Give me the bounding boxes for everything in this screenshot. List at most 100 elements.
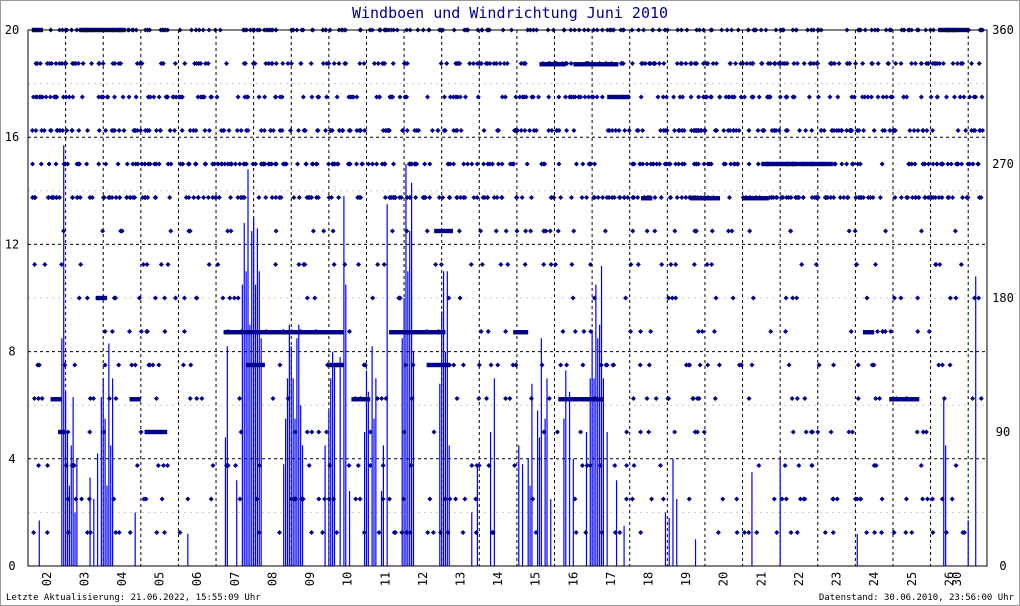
direction-run <box>389 330 446 335</box>
direction-mark <box>738 94 744 100</box>
direction-mark <box>686 496 692 502</box>
direction-mark <box>549 128 555 133</box>
direction-mark <box>713 61 719 66</box>
direction-mark <box>559 61 565 66</box>
direction-mark <box>220 295 226 301</box>
direction-mark <box>855 362 861 368</box>
direction-mark <box>313 329 319 334</box>
direction-mark <box>301 128 307 133</box>
direction-mark <box>113 396 119 401</box>
direction-mark <box>796 195 802 200</box>
direction-mark <box>694 61 700 66</box>
direction-mark <box>832 61 838 66</box>
direction-mark <box>893 61 899 66</box>
direction-mark <box>579 463 585 468</box>
direction-mark <box>229 161 235 167</box>
direction-mark <box>471 195 477 200</box>
direction-mark <box>227 295 233 301</box>
direction-mark <box>110 61 116 66</box>
direction-mark <box>181 329 187 334</box>
direction-mark <box>162 295 168 301</box>
direction-mark <box>280 61 286 66</box>
direction-mark <box>912 61 918 66</box>
direction-mark <box>652 228 658 234</box>
direction-mark <box>222 161 228 167</box>
direction-mark <box>430 530 436 535</box>
direction-mark <box>168 228 174 234</box>
direction-mark <box>326 161 332 167</box>
direction-mark <box>70 195 76 200</box>
direction-mark <box>573 161 579 167</box>
direction-mark <box>518 128 524 133</box>
direction-mark <box>258 128 264 133</box>
direction-mark <box>186 195 192 200</box>
direction-mark <box>940 161 946 167</box>
direction-mark <box>398 195 404 200</box>
direction-mark <box>677 94 683 100</box>
direction-mark <box>753 195 759 200</box>
x-tick-label: 23 <box>830 572 844 586</box>
direction-mark <box>869 61 875 66</box>
direction-mark <box>690 396 696 401</box>
direction-mark <box>558 362 564 368</box>
direction-mark <box>928 94 934 100</box>
direction-mark <box>462 496 468 502</box>
direction-mark <box>930 161 936 167</box>
direction-mark <box>888 329 894 334</box>
direction-mark <box>746 128 752 133</box>
direction-mark <box>412 128 418 133</box>
direction-mark <box>579 195 585 200</box>
direction-mark <box>824 195 830 200</box>
direction-mark <box>43 94 49 100</box>
direction-mark <box>369 161 375 167</box>
direction-mark <box>215 262 221 267</box>
direction-mark <box>310 228 316 234</box>
direction-mark <box>688 195 694 200</box>
direction-mark <box>362 128 368 133</box>
direction-mark <box>376 94 382 100</box>
y2-tick-label: 180 <box>992 291 1014 305</box>
direction-mark <box>429 128 435 133</box>
direction-mark <box>457 94 463 100</box>
direction-mark <box>573 530 579 535</box>
direction-mark <box>445 161 451 167</box>
direction-mark <box>980 128 986 133</box>
direction-mark <box>370 295 376 301</box>
direction-mark <box>191 195 197 200</box>
direction-mark <box>357 496 363 502</box>
direction-mark <box>716 362 722 368</box>
direction-mark <box>63 463 69 468</box>
direction-mark <box>658 195 664 200</box>
direction-mark <box>726 195 732 200</box>
direction-mark <box>31 396 37 401</box>
direction-series <box>29 27 986 535</box>
direction-mark <box>872 530 878 535</box>
direction-mark <box>872 262 878 267</box>
direction-mark <box>945 161 951 167</box>
direction-mark <box>585 61 591 66</box>
direction-mark <box>37 61 43 66</box>
direction-mark <box>948 161 954 167</box>
direction-mark <box>708 94 714 100</box>
direction-mark <box>388 94 394 100</box>
direction-mark <box>539 362 545 368</box>
direction-mark <box>580 362 586 368</box>
direction-mark <box>451 362 457 368</box>
direction-mark <box>325 362 331 368</box>
direction-run <box>607 94 630 100</box>
direction-mark <box>157 128 163 133</box>
direction-mark <box>963 128 969 133</box>
direction-mark <box>187 396 193 401</box>
direction-mark <box>330 228 336 234</box>
direction-mark <box>438 262 444 267</box>
direction-mark <box>334 161 340 167</box>
direction-mark <box>658 128 664 133</box>
direction-mark <box>474 195 480 200</box>
direction-mark <box>837 195 843 200</box>
direction-mark <box>523 94 529 100</box>
direction-mark <box>499 195 505 200</box>
direction-mark <box>568 61 574 66</box>
direction-mark <box>374 94 380 100</box>
direction-mark <box>582 94 588 100</box>
direction-mark <box>38 161 44 167</box>
